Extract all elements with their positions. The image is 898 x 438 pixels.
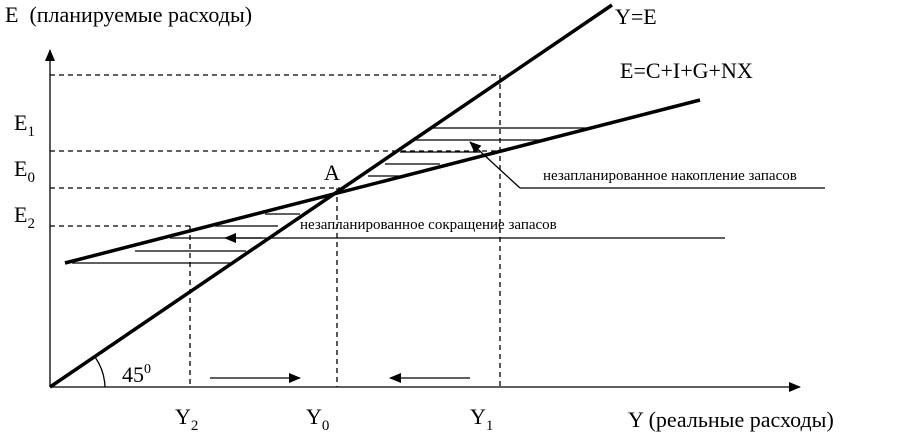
y-mark: E0: [14, 156, 35, 186]
y-axis-label: E (планируемые расходы): [5, 2, 252, 27]
identity-label: Y=E: [615, 4, 657, 29]
y-mark-base: E: [14, 156, 27, 181]
angle-arc: [94, 356, 106, 388]
expenditure-line: [64, 98, 701, 265]
y-mark-sub: 1: [27, 124, 35, 140]
annotation: незапланированное сокращение запасов: [300, 217, 557, 233]
x-mark-sub: 1: [486, 418, 494, 434]
x-mark: Y2: [175, 404, 198, 434]
expenditure-label: E=C+I+G+NX: [620, 58, 753, 83]
y-mark-base: E: [14, 110, 27, 135]
angle-degree: 0: [144, 362, 151, 377]
leader-arrow: [469, 141, 521, 189]
y-mark-sub: 0: [27, 170, 35, 186]
x-mark-sub: 2: [191, 418, 199, 434]
x-mark: Y1: [470, 404, 493, 434]
y-mark-base: E: [14, 202, 27, 227]
x-axis-label: Y (реальные расходы): [628, 407, 834, 432]
angle-label: 450: [122, 362, 151, 387]
y-mark: E1: [14, 110, 35, 140]
x-mark-base: Y: [470, 404, 486, 429]
x-mark-base: Y: [306, 404, 322, 429]
y-mark-sub: 2: [27, 216, 35, 232]
x-mark: Y0: [306, 404, 329, 434]
annotation: незапланированное накопление запасов: [543, 168, 797, 184]
point-label: A: [324, 160, 340, 185]
angle-value: 45: [122, 362, 144, 387]
guides: [50, 74, 501, 387]
y-mark: E2: [14, 202, 35, 232]
x-mark-sub: 0: [322, 418, 330, 434]
x-mark-base: Y: [175, 404, 191, 429]
